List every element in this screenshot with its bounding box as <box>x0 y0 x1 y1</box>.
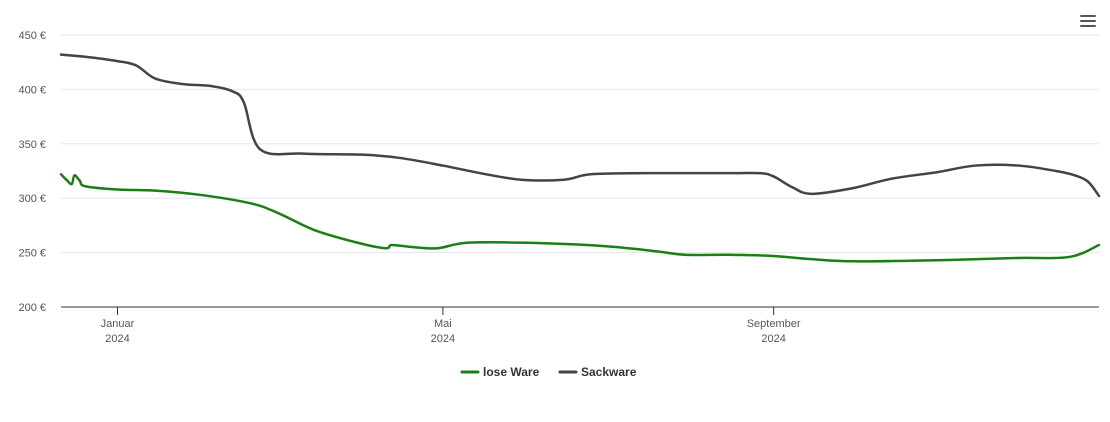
legend: lose Ware Sackware <box>460 365 637 379</box>
legend-item-lose-ware[interactable]: lose Ware <box>460 365 540 379</box>
hamburger-menu-icon-bar <box>1080 20 1096 22</box>
series-line-lose-ware[interactable] <box>59 173 1101 263</box>
y-tick-label: 450 € <box>18 30 46 42</box>
y-tick-label: 300 € <box>18 193 46 205</box>
y-tick-label: 250 € <box>18 248 46 260</box>
chart-menu-button[interactable] <box>1076 12 1100 32</box>
hamburger-menu-icon-bar <box>1080 25 1096 27</box>
x-tick-label-year: 2024 <box>105 333 129 345</box>
x-tick-label-month: Januar <box>101 318 135 330</box>
y-tick-label: 400 € <box>18 84 46 96</box>
y-tick-label: 200 € <box>18 302 46 314</box>
legend-label: lose Ware <box>483 365 540 379</box>
series-lines <box>59 53 1101 263</box>
grid-lines <box>61 34 1099 254</box>
y-axis-labels: 450 € 400 € 350 € 300 € 250 € 200 € <box>18 30 46 314</box>
x-tick-label-month: September <box>747 318 801 330</box>
x-axis-ticks: Januar 2024 Mai 2024 September 2024 <box>101 307 801 345</box>
legend-item-sackware[interactable]: Sackware <box>558 365 637 379</box>
x-tick-label-year: 2024 <box>431 333 455 345</box>
hamburger-menu-icon <box>1080 15 1096 17</box>
series-line-sackware[interactable] <box>59 53 1101 198</box>
x-tick-label-month: Mai <box>434 318 452 330</box>
x-tick-label-year: 2024 <box>761 333 785 345</box>
y-tick-label: 350 € <box>18 139 46 151</box>
legend-label: Sackware <box>581 365 637 379</box>
